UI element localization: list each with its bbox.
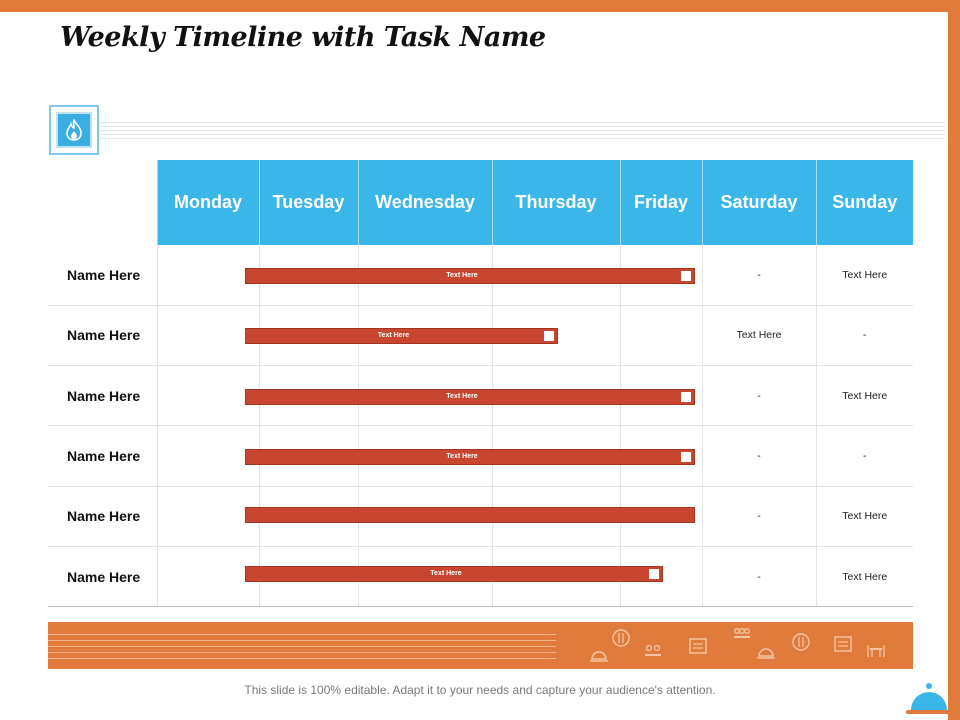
cloche-icon: [906, 683, 952, 720]
task-row: Name Here - Text Here: [48, 365, 913, 426]
band-stripes: [48, 634, 556, 664]
plate-cutlery-icon: [612, 629, 630, 647]
decorative-footer-band: [48, 622, 913, 669]
saturday-cell: -: [701, 485, 816, 547]
fire-icon-frame: [49, 105, 99, 155]
table-chairs-icon: [867, 645, 885, 657]
cloche-icon: [757, 648, 775, 659]
day-header-monday: Monday: [156, 160, 259, 245]
timeline-table: Monday Tuesday Wednesday Thursday Friday…: [48, 160, 913, 608]
task-name: Name Here: [48, 365, 157, 426]
fire-icon: [56, 112, 92, 148]
menu-board-icon: [689, 638, 707, 654]
task-name: Name Here: [48, 425, 157, 487]
saturday-cell: -: [701, 545, 816, 608]
top-frame-border: [0, 0, 960, 12]
sunday-cell: -: [815, 304, 913, 366]
task-row: Name Here - Text Here: [48, 485, 913, 547]
slide-title: Weekly Timeline with Task Name: [60, 22, 546, 53]
saturday-cell: -: [701, 365, 816, 426]
corner-cell: [48, 160, 157, 245]
right-frame-border: [948, 0, 960, 720]
sunday-cell: Text Here: [815, 365, 913, 426]
header-stripes: [100, 122, 945, 140]
cloche-icon: [590, 651, 608, 662]
day-header-friday: Friday: [619, 160, 702, 245]
task-row: Name Here Text Here -: [48, 304, 913, 366]
plate-cutlery-icon: [792, 633, 810, 651]
group-icon: [734, 628, 750, 638]
saturday-cell: -: [701, 245, 816, 306]
task-name: Name Here: [48, 304, 157, 366]
sunday-cell: Text Here: [815, 245, 913, 306]
saturday-cell: Text Here: [701, 304, 816, 366]
task-name: Name Here: [67, 266, 141, 283]
saturday-cell: -: [701, 425, 816, 487]
day-header-sunday: Sunday: [815, 160, 913, 245]
footnote: This slide is 100% editable. Adapt it to…: [244, 683, 716, 697]
sunday-cell: Text Here: [815, 485, 913, 547]
task-name: Name Here: [48, 545, 157, 608]
day-header-wednesday: Wednesday: [357, 160, 492, 245]
sunday-cell: -: [815, 425, 913, 487]
day-header-saturday: Saturday: [701, 160, 816, 245]
task-row: Name Here - Text Here: [48, 245, 913, 306]
diners-icon: [645, 644, 661, 656]
menu-board-icon: [834, 636, 852, 652]
task-name: Name Here: [48, 485, 157, 547]
task-row: Name Here - -: [48, 425, 913, 487]
day-header-row: Monday Tuesday Wednesday Thursday Friday…: [48, 160, 913, 245]
task-row: Name Here - Text Here: [48, 545, 913, 608]
day-header-tuesday: Tuesday: [258, 160, 358, 245]
sunday-cell: Text Here: [815, 545, 913, 608]
day-header-thursday: Thursday: [491, 160, 620, 245]
